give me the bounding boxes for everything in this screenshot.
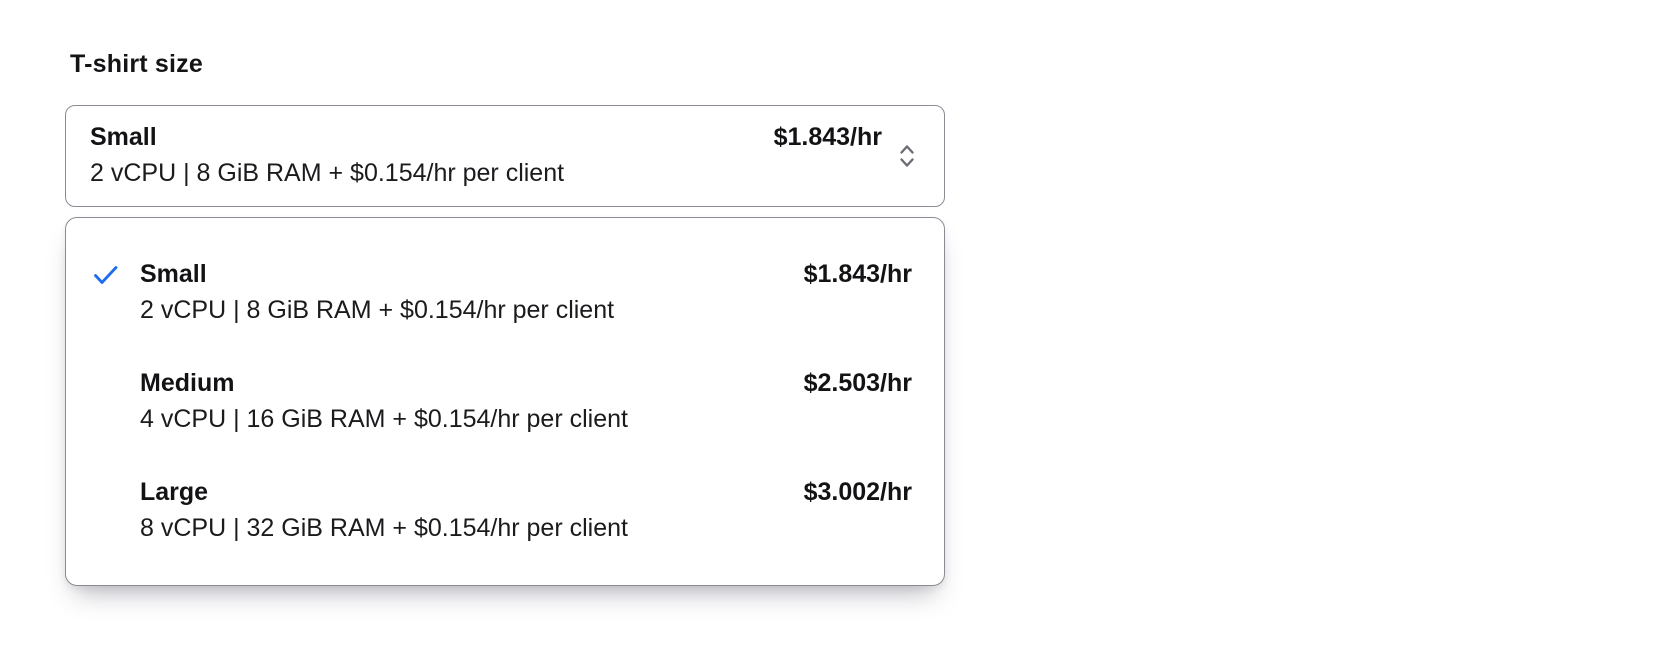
option-description: 2 vCPU | 8 GiB RAM + $0.154/hr per clien… [140,296,615,324]
option-description: 8 vCPU | 32 GiB RAM + $0.154/hr per clie… [140,514,628,542]
check-icon [92,263,124,287]
option-name: Small [140,260,207,288]
selected-option-price: $1.843/hr [773,123,882,151]
field-label: T-shirt size [70,50,203,78]
option-large[interactable]: Large 8 vCPU | 32 GiB RAM + $0.154/hr pe… [66,456,944,565]
option-main: Medium 4 vCPU | 16 GiB RAM + $0.154/hr p… [140,369,804,434]
select-trigger-top-row: Small $1.843/hr [90,123,920,152]
tshirt-size-field: T-shirt size Small $1.843/hr 2 vCPU | 8 … [65,50,945,586]
option-medium[interactable]: Medium 4 vCPU | 16 GiB RAM + $0.154/hr p… [66,347,944,456]
tshirt-size-select-trigger[interactable]: Small $1.843/hr 2 vCPU | 8 GiB RAM + $0.… [65,105,945,207]
option-main: Small 2 vCPU | 8 GiB RAM + $0.154/hr per… [140,260,804,325]
option-small[interactable]: Small 2 vCPU | 8 GiB RAM + $0.154/hr per… [66,238,944,347]
selected-option-name: Small [90,123,157,151]
tshirt-size-dropdown-list: Small 2 vCPU | 8 GiB RAM + $0.154/hr per… [65,217,945,586]
selected-option-description: 2 vCPU | 8 GiB RAM + $0.154/hr per clien… [90,159,565,187]
option-main: Large 8 vCPU | 32 GiB RAM + $0.154/hr pe… [140,478,804,543]
option-name: Medium [140,369,235,397]
chevron-up-down-icon [896,142,918,170]
option-price: $3.002/hr [803,478,912,506]
option-name: Large [140,478,209,506]
option-price: $2.503/hr [803,369,912,397]
option-description: 4 vCPU | 16 GiB RAM + $0.154/hr per clie… [140,405,628,433]
option-price: $1.843/hr [803,260,912,288]
